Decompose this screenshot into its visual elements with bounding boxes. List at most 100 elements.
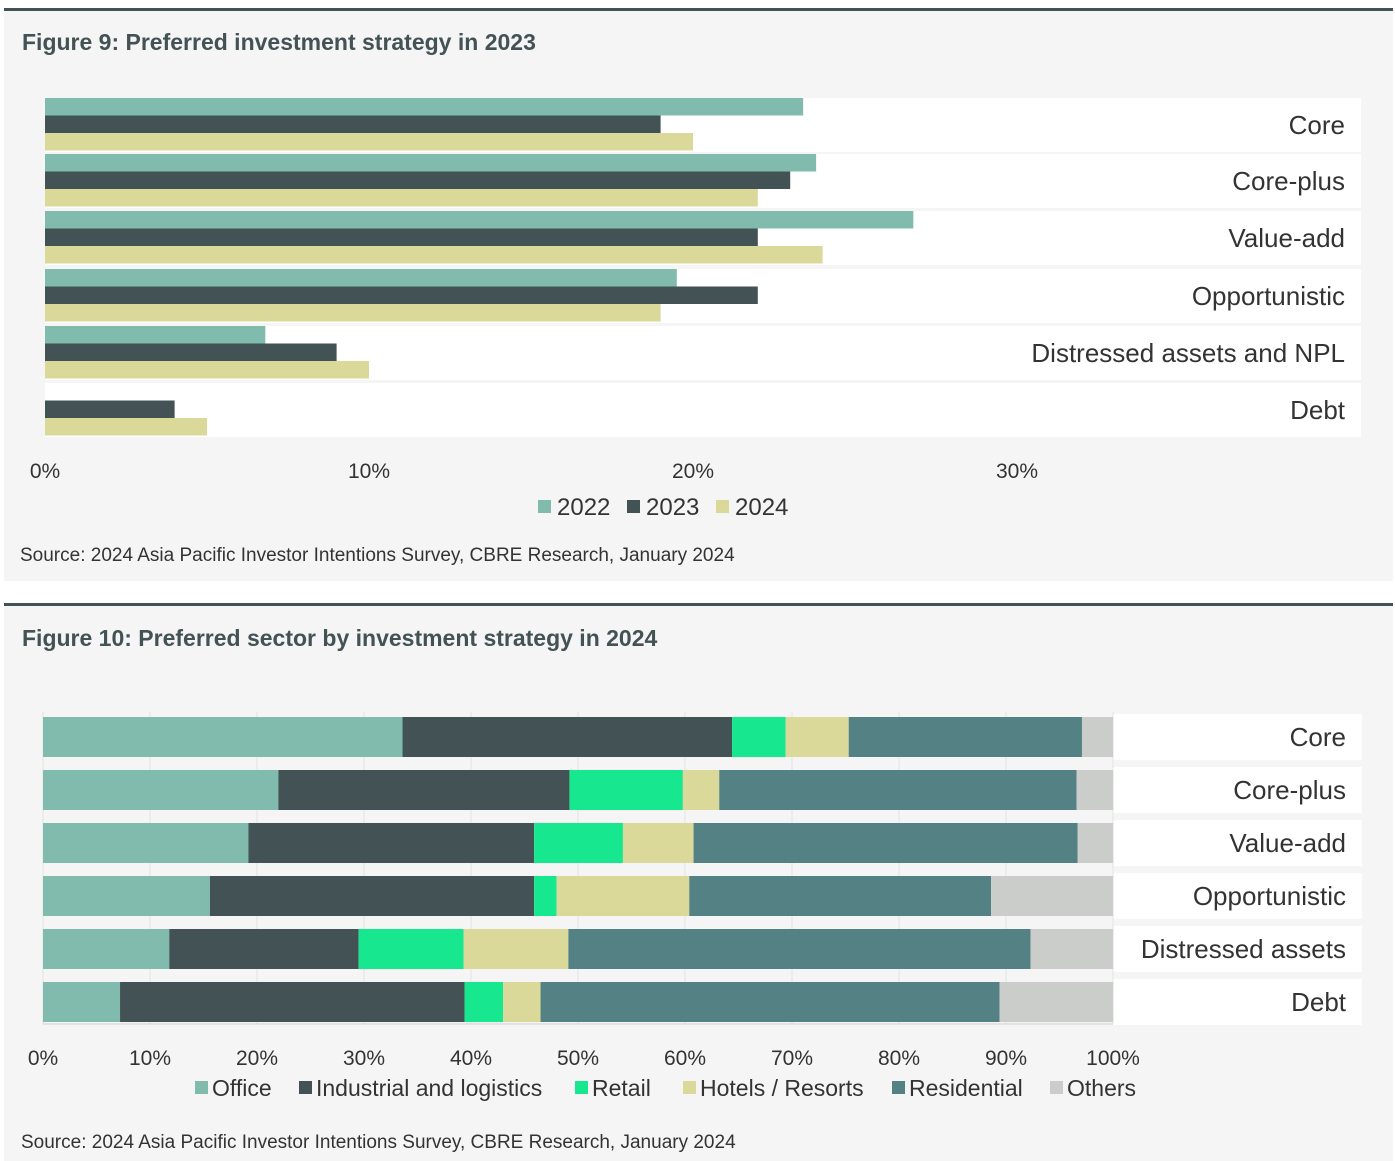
bar-value-add-others (1077, 823, 1113, 863)
bar-opportunistic-2023 (45, 286, 758, 304)
category-label: Opportunistic (1192, 281, 1345, 311)
x-tick-label: 20% (672, 460, 714, 483)
x-tick-label: 0% (28, 1047, 58, 1070)
category-label: Distressed assets and NPL (1031, 338, 1345, 368)
label-strip-opportunistic (1113, 873, 1362, 919)
bar-debt-office (43, 982, 121, 1022)
bar-debt-2023 (45, 400, 175, 418)
category-label: Value-add (1228, 223, 1345, 253)
legend-label-2022: 2022 (557, 494, 610, 521)
bar-core-2023 (45, 115, 661, 133)
bar-value-add-industrial-and-logistics (248, 823, 535, 863)
legend-swatch-residential (892, 1081, 905, 1094)
label-strip-core (1113, 714, 1362, 760)
bar-opportunistic-residential (689, 876, 992, 916)
category-label: Debt (1290, 395, 1346, 425)
figure-9-chart: Core Core-plus Value-add Opportunistic Distr… (30, 98, 1361, 521)
legend-swatch-2022 (538, 500, 551, 513)
bar-opportunistic-hotels-resorts (556, 876, 690, 916)
bar-opportunistic-2022 (45, 269, 677, 287)
figure-10-source: Source: 2024 Asia Pacific Investor Inten… (21, 1132, 736, 1153)
bar-core-plus-2023 (45, 171, 791, 189)
label-strip-core-plus (1113, 767, 1362, 813)
bar-core-plus-office (43, 770, 279, 810)
bar-opportunistic-industrial-and-logistics (209, 876, 535, 916)
category-label: Debt (1291, 987, 1347, 1017)
bar-core-plus-2022 (45, 154, 817, 172)
x-tick-label: 0% (30, 460, 60, 483)
x-tick-label: 50% (557, 1047, 599, 1070)
x-tick-label: 60% (664, 1047, 706, 1070)
legend-swatch-others (1050, 1081, 1063, 1094)
x-tick-label: 40% (450, 1047, 492, 1070)
bar-opportunistic-retail (534, 876, 557, 916)
bar-opportunistic-office (43, 876, 210, 916)
x-tick-label: 100% (1086, 1047, 1140, 1070)
x-tick-label: 30% (343, 1047, 385, 1070)
category-label: Core-plus (1232, 166, 1345, 196)
bar-distressed-assets-industrial-and-logistics (169, 929, 359, 969)
bar-core-others (1081, 717, 1113, 757)
row-background-debt (45, 383, 1361, 437)
x-tick-label: 10% (348, 460, 390, 483)
category-label: Value-add (1229, 828, 1346, 858)
legend-label-others: Others (1067, 1075, 1136, 1101)
bar-core-plus-2024 (45, 189, 758, 207)
bar-value-add-2024 (45, 246, 823, 264)
bar-distressed-assets-hotels-resorts (463, 929, 569, 969)
legend-label-2023: 2023 (646, 494, 699, 521)
bar-core-residential (848, 717, 1082, 757)
x-tick-label: 80% (878, 1047, 920, 1070)
x-tick-label: 10% (129, 1047, 171, 1070)
bar-distressed-assets-and-npl-2022 (45, 326, 266, 344)
figure-10-title: Figure 10: Preferred sector by investmen… (22, 625, 658, 651)
bar-debt-2024 (45, 418, 207, 436)
bar-debt-residential (540, 982, 1000, 1022)
bar-core-plus-industrial-and-logistics (278, 770, 570, 810)
category-label: Core (1289, 110, 1345, 140)
label-strip-value-add (1113, 820, 1362, 866)
x-tick-label: 20% (236, 1047, 278, 1070)
legend-swatch-hotels-resorts (683, 1081, 696, 1094)
bar-core-plus-residential (719, 770, 1077, 810)
label-strip-debt (1113, 979, 1362, 1025)
x-tick-label: 30% (996, 460, 1038, 483)
bar-debt-hotels-resorts (503, 982, 541, 1022)
bar-core-office (43, 717, 403, 757)
bar-distressed-assets-residential (568, 929, 1031, 969)
bar-core-industrial-and-logistics (402, 717, 733, 757)
bar-opportunistic-others (991, 876, 1113, 916)
bar-core-2022 (45, 98, 804, 116)
bar-core-plus-hotels-resorts (682, 770, 720, 810)
legend-swatch-retail (575, 1081, 588, 1094)
category-label: Opportunistic (1193, 881, 1346, 911)
figure-9-title: Figure 9: Preferred investment strategy … (22, 29, 536, 55)
legend-swatch-industrial-and-logistics (299, 1081, 312, 1094)
legend-label-retail: Retail (592, 1075, 651, 1101)
bar-core-hotels-resorts (785, 717, 849, 757)
bar-core-plus-retail (569, 770, 683, 810)
legend-label-2024: 2024 (735, 494, 788, 521)
bar-value-add-office (43, 823, 249, 863)
bar-debt-others (999, 982, 1113, 1022)
category-label: Core (1290, 722, 1346, 752)
bar-value-add-residential (693, 823, 1078, 863)
bar-distressed-assets-office (43, 929, 170, 969)
legend-label-hotels-resorts: Hotels / Resorts (700, 1075, 864, 1101)
x-tick-label: 70% (771, 1047, 813, 1070)
bar-core-2024 (45, 133, 693, 151)
category-label: Distressed assets (1141, 934, 1346, 964)
bar-distressed-assets-retail (358, 929, 464, 969)
bar-value-add-hotels-resorts (622, 823, 694, 863)
legend-label-industrial-and-logistics: Industrial and logistics (316, 1075, 542, 1101)
bar-distressed-assets-others (1030, 929, 1113, 969)
bar-value-add-2023 (45, 228, 758, 246)
legend-label-residential: Residential (909, 1075, 1023, 1101)
bar-debt-industrial-and-logistics (120, 982, 465, 1022)
label-strip-distressed-assets (1113, 926, 1362, 972)
legend-label-office: Office (212, 1075, 272, 1101)
category-label: Core-plus (1233, 775, 1346, 805)
bar-distressed-assets-and-npl-2023 (45, 343, 337, 361)
legend-swatch-2023 (627, 500, 640, 513)
